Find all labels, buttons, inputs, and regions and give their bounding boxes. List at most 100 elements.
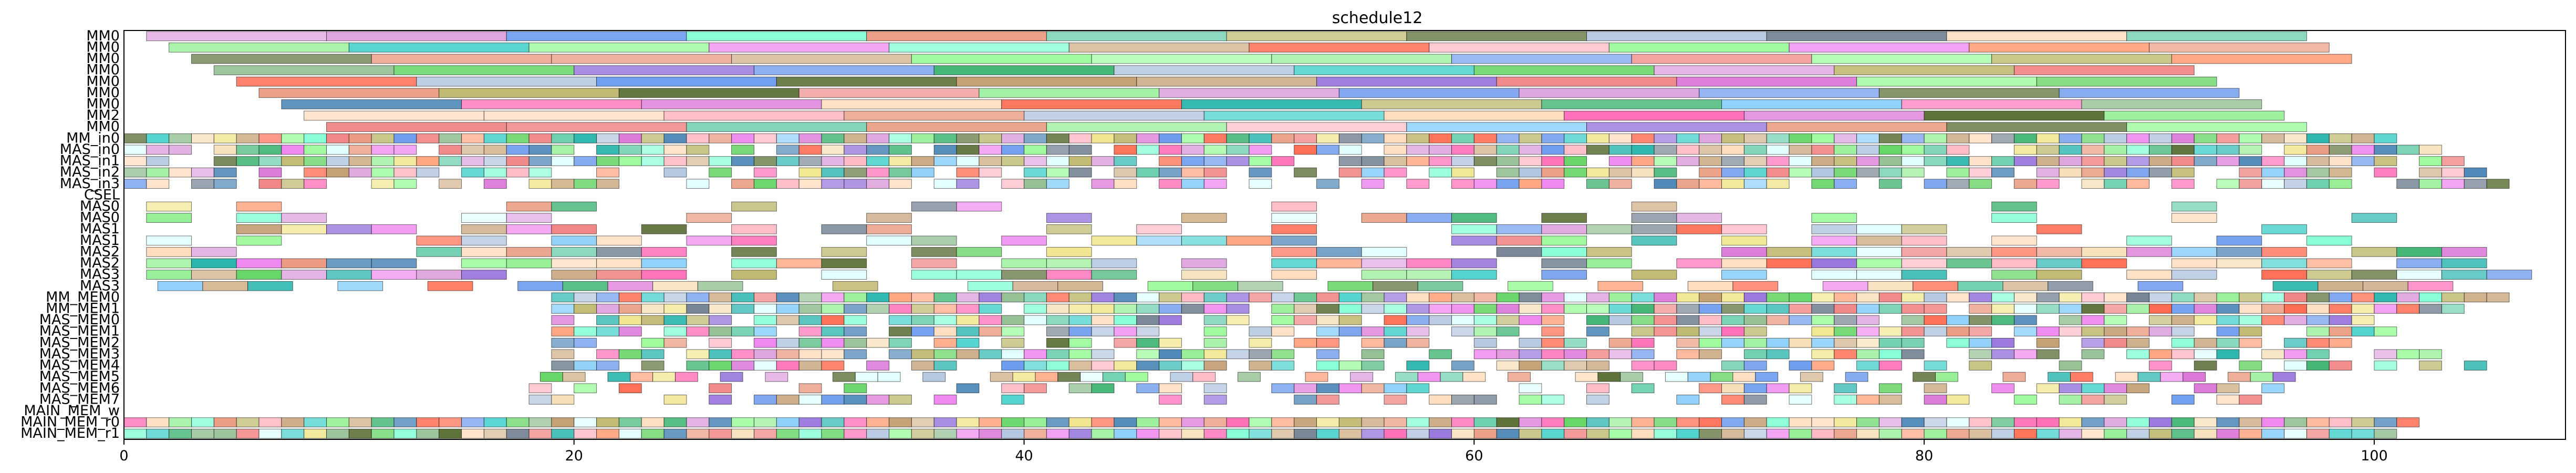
- y-label: MAIN_MEM_r1: [20, 425, 120, 441]
- schedule-bar: [2239, 395, 2262, 405]
- schedule-bar: [1631, 156, 1655, 166]
- schedule-bar: [2284, 428, 2307, 439]
- schedule-bar: [1451, 315, 1474, 325]
- schedule-bar: [1878, 337, 1902, 348]
- schedule-bar: [258, 179, 282, 189]
- schedule-bar: [326, 167, 349, 178]
- schedule-bar: [1294, 417, 1317, 427]
- schedule-bar: [2272, 281, 2319, 291]
- schedule-bar: [2441, 258, 2487, 269]
- schedule-bar: [2194, 428, 2217, 439]
- schedule-bar: [2059, 361, 2082, 371]
- schedule-bar: [979, 349, 1002, 359]
- schedule-bar: [1159, 179, 1182, 189]
- schedule-bar: [607, 372, 631, 382]
- schedule-bar: [1136, 383, 1160, 394]
- schedule-bar: [911, 292, 934, 303]
- schedule-bar: [1991, 247, 2037, 257]
- schedule-bar: [1913, 281, 1958, 291]
- schedule-bar: [1203, 428, 1227, 439]
- schedule-bar: [2171, 337, 2195, 348]
- schedule-bar: [1012, 281, 1058, 291]
- schedule-bar: [1856, 133, 1879, 143]
- schedule-bar: [720, 372, 743, 382]
- schedule-bar: [1766, 156, 1790, 166]
- schedule-bar: [697, 281, 743, 291]
- schedule-bar: [2239, 179, 2262, 189]
- schedule-bar: [304, 156, 327, 166]
- schedule-bar: [1766, 133, 1790, 143]
- schedule-bar: [844, 292, 867, 303]
- schedule-bar: [1361, 99, 1542, 109]
- schedule-bar: [2396, 270, 2442, 280]
- schedule-bar: [1496, 167, 1520, 178]
- schedule-bar: [551, 349, 575, 359]
- schedule-bar: [348, 156, 372, 166]
- schedule-bar: [2284, 337, 2307, 348]
- schedule-bar: [2104, 110, 2285, 121]
- schedule-bar: [2261, 258, 2307, 269]
- schedule-bar: [1564, 156, 1587, 166]
- schedule-bar: [1878, 361, 1902, 371]
- schedule-bar: [979, 167, 1002, 178]
- schedule-bar: [304, 179, 327, 189]
- schedule-bar: [1676, 179, 1700, 189]
- schedule-bar: [1249, 326, 1272, 337]
- schedule-bar: [2148, 43, 2330, 53]
- schedule-bar: [1170, 372, 1193, 382]
- schedule-bar: [1789, 395, 1812, 405]
- schedule-bar: [1608, 304, 1632, 314]
- schedule-bar: [1699, 145, 1722, 155]
- schedule-bar: [1226, 133, 1250, 143]
- schedule-bar: [123, 133, 147, 143]
- schedule-bar: [618, 315, 642, 325]
- schedule-bar: [2284, 417, 2307, 427]
- schedule-bar: [1429, 417, 1452, 427]
- schedule-bar: [1834, 292, 1857, 303]
- schedule-bar: [866, 167, 890, 178]
- schedule-bar: [213, 133, 237, 143]
- schedule-bar: [1271, 133, 1295, 143]
- schedule-bar: [911, 133, 934, 143]
- schedule-bar: [326, 270, 372, 280]
- schedule-bar: [1226, 428, 1250, 439]
- schedule-bar: [2284, 167, 2307, 178]
- schedule-bar: [2261, 292, 2285, 303]
- schedule-bar: [2374, 349, 2397, 359]
- schedule-bar: [1473, 395, 1497, 405]
- schedule-bar: [956, 315, 980, 325]
- schedule-bar: [1429, 156, 1452, 166]
- schedule-bar: [1091, 179, 1115, 189]
- schedule-bar: [574, 133, 597, 143]
- schedule-bar: [618, 156, 642, 166]
- y-label: MAS_MEM6: [39, 380, 120, 396]
- schedule-bar: [1946, 145, 1970, 155]
- schedule-bar: [1147, 281, 1193, 291]
- schedule-bar: [1676, 326, 1700, 337]
- schedule-bar: [236, 235, 282, 246]
- schedule-bar: [1406, 315, 1430, 325]
- schedule-bar: [574, 156, 597, 166]
- schedule-bar: [1676, 292, 1700, 303]
- schedule-bar: [933, 395, 957, 405]
- schedule-bar: [2407, 281, 2454, 291]
- schedule-bar: [258, 428, 282, 439]
- schedule-bar: [1046, 428, 1069, 439]
- schedule-bar: [2216, 247, 2262, 257]
- schedule-bar: [258, 88, 440, 98]
- schedule-bar: [2227, 372, 2251, 382]
- schedule-bar: [1361, 383, 1385, 394]
- schedule-bar: [2216, 383, 2240, 394]
- schedule-bar: [2081, 304, 2105, 314]
- schedule-bar: [1271, 224, 1317, 234]
- schedule-bar: [1114, 145, 1137, 155]
- schedule-bar: [1721, 395, 1744, 405]
- x-tick-label: 100: [2361, 448, 2388, 464]
- schedule-bar: [1159, 361, 1182, 371]
- schedule-bar: [776, 292, 799, 303]
- schedule-bar: [2081, 179, 2105, 189]
- x-tick-label: 40: [1015, 448, 1033, 464]
- schedule-bar: [1586, 349, 1609, 359]
- schedule-bar: [1721, 167, 1744, 178]
- schedule-bar: [281, 224, 327, 234]
